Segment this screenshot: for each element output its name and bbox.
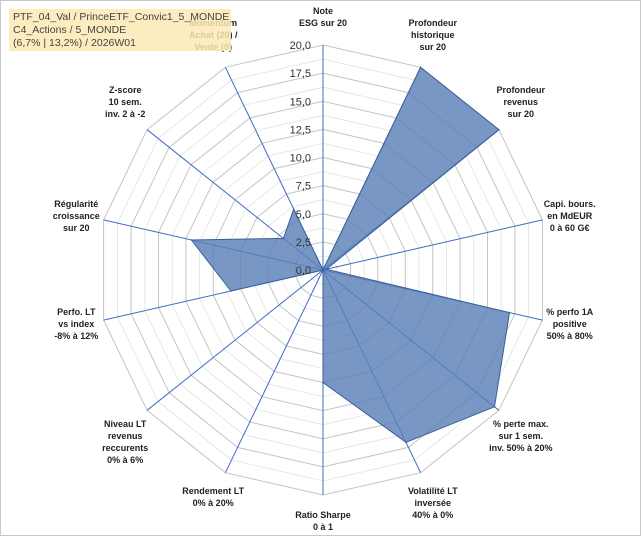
chart-title-box: PTF_04_Val / PrinceETF_Convic1_5_MONDE C… [9, 9, 231, 51]
data-point [498, 128, 500, 131]
axis-label: Z-score 10 sem. inv. 2 à -2 [105, 85, 145, 119]
data-point [282, 237, 285, 240]
data-point [322, 269, 324, 271]
data-point [292, 208, 295, 210]
axis-label: % perfo 1A positive 50% à 80% [546, 307, 594, 341]
radial-tick-label: 12,5 [290, 124, 311, 136]
series-area [190, 66, 511, 443]
radial-tick-label: 2,5 [296, 237, 311, 249]
radial-tick-label: 0,0 [296, 265, 311, 277]
radial-tick-label: 5,0 [296, 209, 311, 221]
data-point [322, 381, 324, 384]
title-line-2: C4_Actions / 5_MONDE [13, 24, 127, 36]
axis-label: % perte max. sur 1 sem. inv. 50% à 20% [489, 419, 552, 453]
radar-series [190, 66, 511, 444]
axis-labels: Note ESG sur 20 Profondeur historique sur 20… [53, 6, 596, 532]
axis-label: Capi. bours. en MdEUR 0 à 60 G€ [544, 199, 596, 233]
data-point [190, 239, 193, 241]
axis-label: Profondeur revenus sur 20 [497, 85, 546, 119]
radial-ticks: 0,0 2,5 5,0 7,5 10,0 12,5 15,0 17,5 20,0 [290, 40, 311, 277]
axis-label: Profondeur historique sur 20 [409, 18, 458, 52]
spoke-line [224, 269, 324, 473]
title-line-3: (6,7% | 13,2%) / 2026W01 [13, 37, 136, 49]
radial-tick-label: 7,5 [296, 181, 311, 193]
data-point [230, 290, 232, 292]
axis-label: Perfo. LT vs index -8% à 12% [54, 307, 98, 341]
data-point [419, 66, 422, 69]
data-point [508, 311, 511, 314]
axis-label: Rendement LT 0% à 20% [182, 486, 244, 508]
axis-label: Niveau LT revenus reccurents 0% à 6% [102, 419, 148, 465]
axis-label: Volatilité LT inversée 40% à 0% [408, 486, 458, 520]
axis-label: Régularité croissance sur 20 [53, 199, 100, 233]
axis-label: Note ESG sur 20 [299, 6, 347, 28]
radial-tick-label: 10,0 [290, 153, 311, 165]
axis-label: Ratio Sharpe 0 à 1 [295, 510, 351, 532]
spoke-line [146, 269, 324, 411]
data-point [405, 441, 407, 444]
data-point [493, 406, 496, 408]
radial-tick-label: 15,0 [290, 96, 311, 108]
spoke-line [322, 219, 543, 271]
title-line-1: PTF_04_Val / PrinceETF_Convic1_5_MONDE [13, 11, 230, 23]
data-point [325, 268, 328, 271]
radial-tick-label: 20,0 [290, 40, 311, 52]
radial-tick-label: 17,5 [290, 68, 311, 80]
